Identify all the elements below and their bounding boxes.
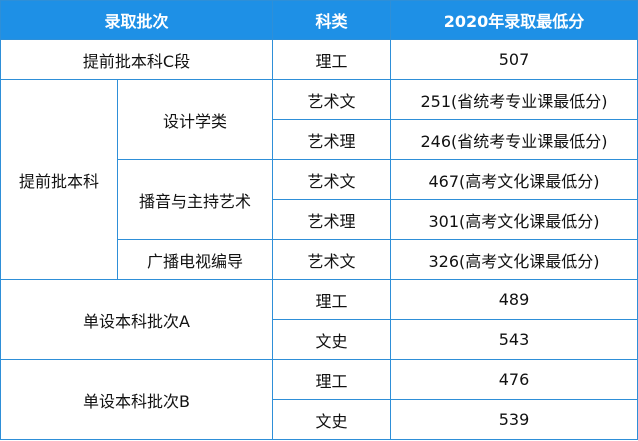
table-row: 艺术理 301(高考文化课最低分) <box>1 199 638 240</box>
batch-cell: 提前批本科 <box>0 79 118 280</box>
major-cell: 设计学类 <box>116 79 274 160</box>
subject-cell: 艺术文 <box>272 159 392 200</box>
major-cell: 广播电视编导 <box>116 239 274 280</box>
header-score: 2020年录取最低分 <box>390 0 638 40</box>
score-cell: 539 <box>390 399 638 440</box>
subject-cell: 理工 <box>272 359 392 400</box>
score-cell: 467(高考文化课最低分) <box>390 159 638 200</box>
score-cell: 543 <box>390 319 638 360</box>
table-header-row: 录取批次 科类 2020年录取最低分 <box>0 0 638 40</box>
header-subject: 科类 <box>272 0 392 40</box>
subject-cell: 艺术文 <box>272 79 392 120</box>
table-row: 艺术理 246(省统考专业课最低分) <box>1 119 638 160</box>
batch-cell: 提前批本科C段 <box>0 39 274 80</box>
table-row: 提前批本科 设计学类 艺术文 251(省统考专业课最低分) <box>0 79 638 280</box>
subject-cell: 文史 <box>272 319 392 360</box>
subject-cell: 艺术理 <box>272 199 392 240</box>
table-row: 文史 539 <box>1 399 638 440</box>
table-row: 单设本科批次A 理工 489 <box>0 279 638 360</box>
subject-cell: 理工 <box>272 279 392 320</box>
batch-cell: 单设本科批次B <box>0 359 274 440</box>
score-cell: 507 <box>390 39 638 80</box>
table-row: 单设本科批次B 理工 476 <box>0 359 638 440</box>
score-cell: 301(高考文化课最低分) <box>390 199 638 240</box>
score-cell: 246(省统考专业课最低分) <box>390 119 638 160</box>
subject-cell: 艺术文 <box>272 239 392 280</box>
score-cell: 326(高考文化课最低分) <box>390 239 638 280</box>
score-cell: 251(省统考专业课最低分) <box>390 79 638 120</box>
table-row: 播音与主持艺术 艺术文 467(高考文化课最低分) <box>1 159 638 240</box>
subject-cell: 理工 <box>272 39 392 80</box>
major-cell: 播音与主持艺术 <box>116 159 274 240</box>
score-cell: 489 <box>390 279 638 320</box>
table-row: 提前批本科C段 理工 507 <box>0 39 638 80</box>
table-row: 广播电视编导 艺术文 326(高考文化课最低分) <box>1 239 638 280</box>
batch-cell: 单设本科批次A <box>0 279 274 360</box>
subject-cell: 艺术理 <box>272 119 392 160</box>
table-row: 文史 543 <box>1 319 638 360</box>
header-batch: 录取批次 <box>0 0 274 40</box>
subject-cell: 文史 <box>272 399 392 440</box>
score-cell: 476 <box>390 359 638 400</box>
